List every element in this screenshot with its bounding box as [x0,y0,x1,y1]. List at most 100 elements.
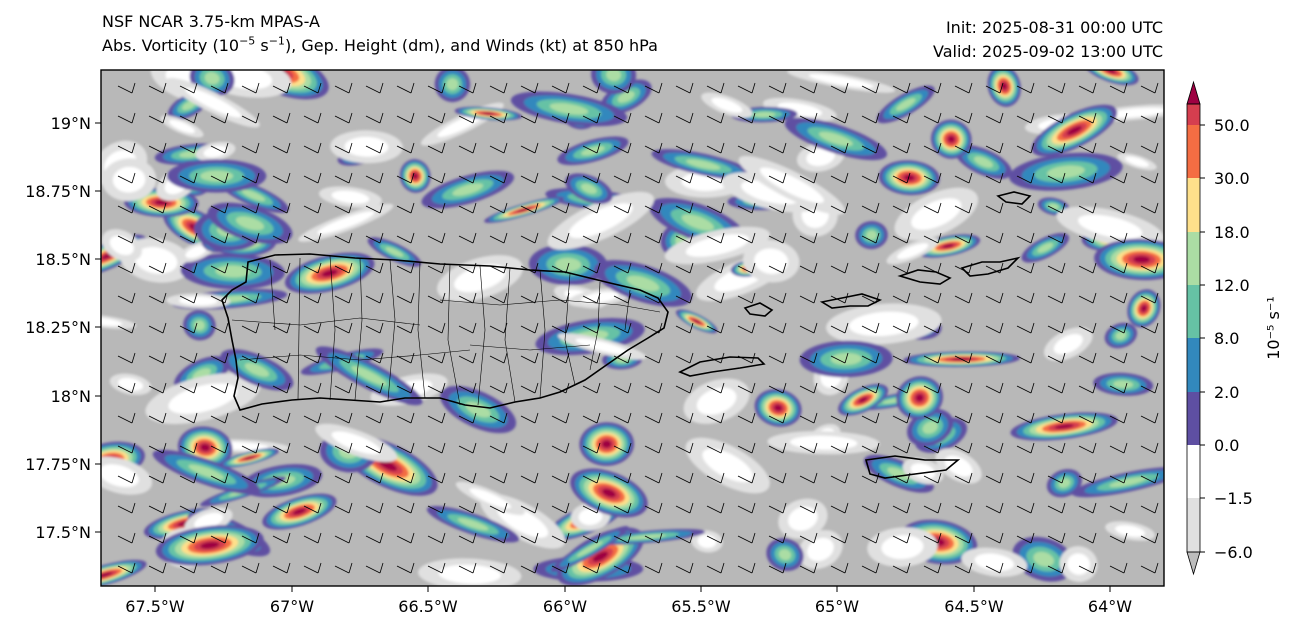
lat-tick-label: 19°N [51,114,91,133]
wind-barb [179,142,198,154]
wind-barb [334,292,353,304]
wind-barb [768,112,787,124]
wind-barb [520,562,539,574]
wind-barb [117,442,136,454]
colorbar-segments [1187,104,1200,552]
wind-barb [1047,232,1066,244]
wind-barb [303,292,322,304]
vorticity-blob [455,481,525,516]
wind-barb [1140,532,1159,544]
wind-barb [365,532,384,544]
wind-barb [1078,412,1097,424]
wind-barb [1078,532,1097,544]
wind-barb [117,562,136,574]
vorticity-blob [180,253,285,290]
wind-barb [985,532,1004,544]
wind-barb [892,202,911,214]
wind-barb [675,472,694,484]
wind-barb [644,562,663,574]
vorticity-contour [777,102,823,117]
wind-barb [396,562,415,574]
wind-barb [1016,262,1035,274]
wind-barb [396,442,415,454]
wind-barb [148,532,167,544]
wind-barb [458,322,477,334]
wind-barb [427,472,446,484]
vorticity-blob [367,237,422,267]
wind-barb [582,382,601,394]
wind-barb [861,532,880,544]
wind-barb [396,382,415,394]
wind-barb [1047,442,1066,454]
wind-barb [1016,472,1035,484]
wind-barb [768,412,787,424]
wind-barb [179,232,198,244]
wind-barb [241,322,260,334]
wind-barb [768,202,787,214]
st-croix-coastline [864,455,961,479]
wind-barb [985,232,1004,244]
wind-barb [1140,442,1159,454]
wind-barb [954,82,973,94]
wind-barb [1078,352,1097,364]
wind-barb [520,322,539,334]
culebra-coastline [743,302,774,317]
wind-barb [1109,472,1128,484]
wind-barb [892,562,911,574]
wind-barb [272,292,291,304]
wind-barb [1016,112,1035,124]
wind-barb [179,412,198,424]
wind-barb [458,232,477,244]
vorticity-contour [910,463,936,480]
vorticity-blob [955,145,1012,179]
lat-tick-label: 17.75°N [25,455,91,474]
vorticity-blob [838,384,889,416]
wind-barb [830,442,849,454]
wind-barb [396,502,415,514]
wind-barb [582,442,601,454]
wind-barb [241,412,260,424]
vorticity-blob [1093,372,1154,396]
vorticity-contour [179,296,218,306]
wind-barb [923,562,942,574]
wind-barb [892,262,911,274]
vorticity-contour [576,541,603,557]
wind-barb [272,412,291,424]
wind-barb [830,202,849,214]
vorticity-blob [886,237,939,265]
vorticity-contour [1048,203,1060,210]
cb-tick-label: 2.0 [1214,383,1239,402]
wind-barb [396,142,415,154]
wind-barb [706,202,725,214]
vorticity-contour [118,377,144,391]
wind-barb [768,322,787,334]
wind-barb [1078,142,1097,154]
vorticity-contour [947,135,955,143]
vorticity-contour [606,70,622,82]
wind-barb [613,232,632,244]
wind-barb [520,232,539,244]
st-john-coastline [897,269,952,285]
vorticity-contour [789,435,858,450]
vorticity-contour [1066,125,1082,136]
wind-barb [675,442,694,454]
wind-barb [179,322,198,334]
wind-barb [861,202,880,214]
wind-barb [1078,322,1097,334]
map-frame [100,69,1165,587]
wind-barb [334,172,353,184]
vorticity-blob [600,79,652,115]
wind-barb [954,202,973,214]
wind-barb [117,502,136,514]
wind-barb [985,412,1004,424]
wind-barb [923,412,942,424]
map-title: NSF NCAR 3.75-km MPAS-A Abs. Vorticity (… [102,10,658,58]
wind-barb [706,172,725,184]
wind-barb [396,532,415,544]
wind-barb [954,532,973,544]
wind-barb [179,502,198,514]
wind-barb [117,142,136,154]
wind-barb [861,172,880,184]
wind-barb [241,292,260,304]
